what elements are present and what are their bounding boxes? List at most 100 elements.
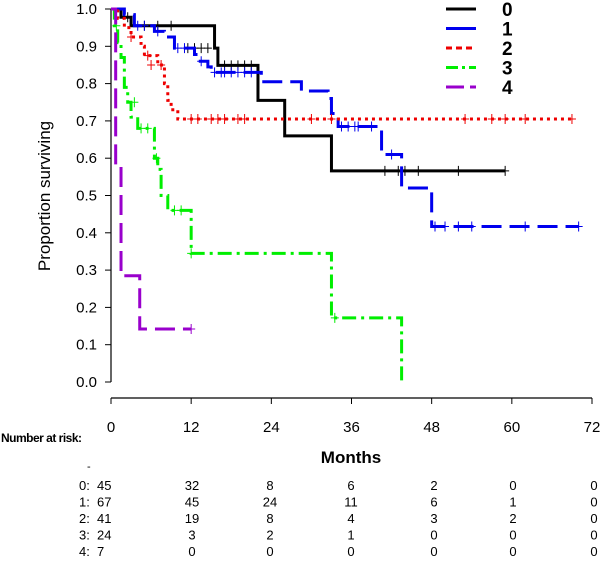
series-line-3 bbox=[111, 7, 404, 382]
y-tick-label: 0.4 bbox=[76, 225, 97, 242]
censor-mark bbox=[130, 97, 139, 108]
risk-cell: 0 bbox=[430, 544, 437, 559]
risk-cell: 8 bbox=[266, 511, 273, 526]
censor-mark bbox=[501, 165, 510, 176]
censor-mark bbox=[157, 59, 166, 70]
series-layer bbox=[111, 7, 583, 382]
censor-mark bbox=[240, 114, 249, 125]
censor-mark bbox=[213, 114, 222, 125]
censor-mark bbox=[133, 20, 142, 31]
series-line-1 bbox=[111, 7, 579, 228]
risk-cell: 0 bbox=[430, 528, 437, 543]
censor-mark bbox=[210, 67, 219, 78]
x-tick-label: 36 bbox=[343, 419, 360, 436]
censor-mark bbox=[147, 59, 156, 70]
risk-cell: 1 bbox=[347, 528, 354, 543]
risk-row: 0: 45 32 8 6 2 0 0 bbox=[79, 478, 598, 493]
censor-mark bbox=[240, 67, 249, 78]
risk-cell: 3 bbox=[430, 511, 437, 526]
y-tick-label: 0.3 bbox=[76, 262, 97, 279]
censor-mark bbox=[521, 221, 530, 232]
risk-cell: 0 bbox=[509, 528, 516, 543]
risk-row-label: 1: bbox=[79, 495, 90, 510]
y-tick-label: 0.9 bbox=[76, 38, 97, 55]
x-axis-label: Months bbox=[321, 448, 381, 467]
y-tick-label: 0.6 bbox=[76, 150, 97, 167]
risk-row-label: 4: bbox=[79, 544, 90, 559]
censor-mark bbox=[467, 221, 476, 232]
censor-mark bbox=[414, 165, 423, 176]
risk-row: 2: 41 19 8 4 3 2 0 bbox=[79, 511, 598, 526]
risk-cell: 41 bbox=[97, 511, 111, 526]
censor-mark bbox=[307, 114, 316, 125]
censor-mark bbox=[233, 67, 242, 78]
censor-mark bbox=[187, 324, 196, 335]
x-tick-label: 12 bbox=[183, 419, 200, 436]
censor-mark bbox=[380, 165, 389, 176]
risk-row-label: 2: bbox=[79, 511, 90, 526]
risk-cell: 1 bbox=[509, 495, 516, 510]
x-tick-label: 60 bbox=[503, 419, 520, 436]
censor-mark bbox=[367, 121, 376, 132]
censor-mark bbox=[167, 20, 176, 31]
censor-mark bbox=[521, 114, 530, 125]
risk-cell: 7 bbox=[97, 544, 104, 559]
censor-mark bbox=[197, 56, 206, 67]
risk-cell: 0 bbox=[590, 478, 597, 493]
risk-cell: 2 bbox=[509, 511, 516, 526]
censor-mark bbox=[220, 67, 229, 78]
risk-cell: 6 bbox=[430, 495, 437, 510]
censor-mark bbox=[143, 123, 152, 134]
censor-mark bbox=[193, 114, 202, 125]
censor-mark bbox=[187, 114, 196, 125]
y-tick-label: 1.0 bbox=[76, 1, 97, 18]
censor-mark bbox=[487, 114, 496, 125]
risk-cell: 0 bbox=[590, 528, 597, 543]
censor-mark bbox=[387, 149, 396, 160]
risk-table-dash: - bbox=[87, 461, 91, 473]
censor-mark bbox=[461, 114, 470, 125]
censor-mark bbox=[137, 123, 146, 134]
risk-row-label: 3: bbox=[79, 528, 90, 543]
y-tick-label: 0.1 bbox=[76, 337, 97, 354]
censor-mark bbox=[501, 114, 510, 125]
axes: 0.00.10.20.30.40.50.60.70.80.91.00 12 24 36… bbox=[76, 1, 600, 436]
censor-mark bbox=[233, 114, 242, 125]
risk-table-title: Number at risk: bbox=[1, 431, 82, 445]
y-tick-label: 0.2 bbox=[76, 299, 97, 316]
censor-mark bbox=[441, 221, 450, 232]
censor-mark bbox=[152, 153, 161, 164]
censor-mark bbox=[140, 20, 149, 31]
legend-label-3: 3 bbox=[502, 59, 513, 80]
censor-mark bbox=[203, 43, 212, 54]
risk-cell: 8 bbox=[266, 478, 273, 493]
x-tick-label: 48 bbox=[423, 419, 440, 436]
risk-row: 3: 24 3 2 1 0 0 0 bbox=[79, 528, 598, 543]
legend-label-1: 1 bbox=[502, 20, 513, 41]
series-2 bbox=[111, 7, 576, 125]
risk-cell: 3 bbox=[188, 528, 195, 543]
y-tick-label: 0.8 bbox=[76, 76, 97, 93]
y-tick-label: 0.5 bbox=[76, 188, 97, 205]
censor-mark bbox=[127, 31, 136, 42]
censor-mark bbox=[227, 67, 236, 78]
risk-cell: 6 bbox=[347, 478, 354, 493]
censor-mark bbox=[344, 121, 353, 132]
censor-mark bbox=[197, 43, 206, 54]
censor-mark bbox=[354, 121, 363, 132]
legend-label-2: 2 bbox=[502, 39, 513, 60]
series-3 bbox=[111, 7, 404, 382]
censor-mark bbox=[574, 221, 583, 232]
risk-cell: 0 bbox=[509, 544, 516, 559]
risk-cell: 4 bbox=[347, 511, 354, 526]
risk-cell: 45 bbox=[97, 478, 111, 493]
risk-row: 4: 7 0 0 0 0 0 0 bbox=[79, 544, 598, 559]
risk-cell: 11 bbox=[344, 495, 358, 510]
risk-cell: 0 bbox=[590, 544, 597, 559]
legend-label-0: 0 bbox=[502, 0, 513, 21]
censor-mark bbox=[153, 26, 162, 37]
censor-mark bbox=[173, 43, 182, 54]
censor-mark bbox=[327, 114, 336, 125]
